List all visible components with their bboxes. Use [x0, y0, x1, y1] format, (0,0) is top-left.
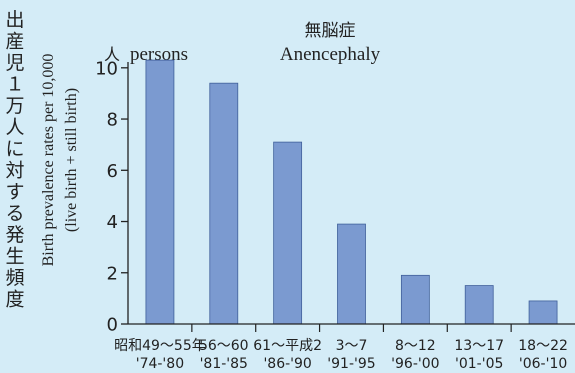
x-tick-label-english: '91-'95: [327, 356, 375, 372]
y-axis-label-char: 頻: [5, 267, 24, 289]
y-axis-label-char: 児: [5, 52, 24, 74]
x-tick-label-english: '74-'80: [136, 356, 184, 372]
y-tick-label: 8: [107, 110, 118, 131]
y-axis-label-char: 生: [5, 246, 24, 268]
chart-title-japanese: 無脳症: [305, 21, 356, 41]
y-tick-label: 2: [107, 263, 118, 284]
y-tick-label: 0: [107, 315, 118, 336]
bar: [337, 223, 366, 325]
x-tick-label-japanese: 56〜60: [199, 338, 249, 354]
x-tick-label-japanese: 8〜12: [395, 338, 436, 354]
x-tick-label-japanese: 3〜7: [336, 338, 368, 354]
bar: [273, 141, 303, 325]
y-axis-label-english-line1: Birth prevalence rates per 10,000: [40, 54, 57, 267]
x-tick-label-english: '96-'00: [391, 356, 439, 372]
y-tick-label: 6: [107, 161, 118, 182]
y-axis-label-char: 度: [5, 289, 24, 311]
x-tick-label-japanese: 61〜平成2: [253, 338, 322, 354]
chart-title-english: Anencephaly: [280, 44, 381, 65]
y-axis-label-char: 産: [5, 31, 24, 53]
unit-label-japanese: 人: [104, 45, 120, 64]
x-tick-label-english: '06-'10: [519, 356, 567, 372]
bar: [464, 285, 494, 325]
y-axis-label-char: に: [5, 138, 24, 160]
y-axis-label-char: １: [5, 74, 24, 96]
y-axis-label-char: る: [5, 203, 24, 225]
y-tick-label: 10: [95, 58, 118, 79]
y-tick-label: 4: [107, 212, 118, 233]
x-tick-label-japanese: 13〜17: [454, 338, 504, 354]
x-axis: 昭和49〜55年 '74-'80 56〜60 '81-'85 61〜平成2 '86-'90…: [114, 323, 575, 372]
y-axis-label-char: 人: [5, 117, 24, 139]
bar: [528, 300, 558, 325]
x-tick-label-english: '81-'85: [200, 356, 248, 372]
bar: [145, 59, 175, 325]
y-axis-label-char: す: [5, 181, 24, 203]
x-tick-label-japanese: 昭和49〜55年: [114, 338, 206, 354]
y-axis: 0 2 4 6 8 10: [95, 58, 129, 336]
bars-group: [145, 59, 558, 325]
y-axis-label-char: 発: [5, 224, 24, 246]
bar: [400, 274, 430, 325]
x-tick-label-japanese: 18〜22: [518, 338, 568, 354]
y-axis-label-char: 出: [5, 9, 24, 31]
x-tick-label-english: '86-'90: [263, 356, 311, 372]
y-axis-label-char: 対: [5, 160, 24, 182]
y-axis-label-english-line2: (live birth + still birth): [63, 88, 80, 232]
x-tick-label-english: '01-'05: [455, 356, 503, 372]
y-axis-label-char: 万: [5, 95, 24, 117]
bar: [209, 82, 239, 325]
